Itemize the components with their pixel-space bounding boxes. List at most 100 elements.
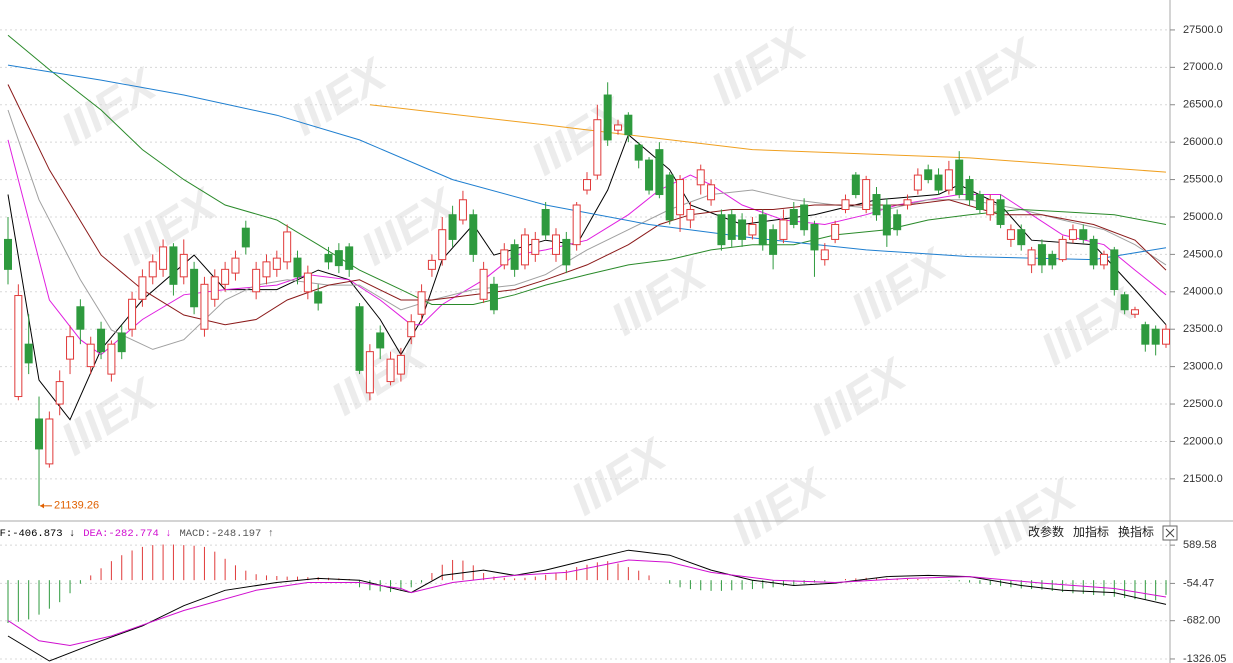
watermark: IIIEX bbox=[522, 87, 636, 185]
candle-body bbox=[283, 231, 292, 263]
candle-body bbox=[210, 276, 219, 300]
line-series bbox=[7, 559, 1167, 647]
candle-body bbox=[241, 227, 250, 248]
candle-body bbox=[614, 124, 623, 131]
candle-body bbox=[655, 149, 664, 196]
candle-body bbox=[924, 169, 933, 181]
candle-body bbox=[831, 223, 840, 240]
indicator-button[interactable]: 改参数 bbox=[1028, 524, 1064, 539]
candle-body bbox=[148, 261, 157, 278]
candle-body bbox=[758, 214, 767, 246]
candle-body bbox=[24, 343, 33, 364]
candle-body bbox=[748, 223, 757, 236]
candle-body bbox=[35, 418, 44, 450]
candle-body bbox=[97, 328, 106, 353]
candle-body bbox=[1130, 309, 1139, 315]
y-tick-label: 27000.0 bbox=[1183, 61, 1223, 73]
candle-body bbox=[252, 268, 261, 293]
y-tick-label: 22500.0 bbox=[1183, 398, 1223, 410]
y-tick-label: 26500.0 bbox=[1183, 99, 1223, 111]
candle-body bbox=[14, 295, 23, 398]
candle-body bbox=[696, 169, 705, 186]
candle-body bbox=[334, 250, 343, 267]
candle-body bbox=[1058, 238, 1067, 261]
candle-body bbox=[583, 179, 591, 191]
candle-body bbox=[272, 257, 281, 270]
candle-body bbox=[686, 208, 695, 221]
candle-body bbox=[707, 184, 716, 201]
y-tick-label: 24500.0 bbox=[1183, 248, 1223, 260]
candle-body bbox=[86, 343, 95, 368]
candle-body bbox=[800, 204, 809, 231]
candle-body bbox=[789, 208, 798, 225]
annotation-label: 21139.26 bbox=[54, 500, 99, 512]
candle-body bbox=[221, 268, 230, 285]
candle-body bbox=[603, 94, 612, 141]
y-tick-label: 24000.0 bbox=[1183, 286, 1223, 298]
watermark: IIIEX bbox=[702, 17, 816, 115]
watermark: IIIEX bbox=[1032, 277, 1146, 375]
candle-body bbox=[1162, 328, 1170, 345]
candle-body bbox=[231, 257, 240, 274]
candle-body bbox=[386, 358, 395, 383]
candle-body bbox=[820, 249, 829, 261]
y-tick-label: 26000.0 bbox=[1183, 136, 1223, 148]
candle-body bbox=[469, 214, 478, 255]
candle-body bbox=[541, 208, 550, 236]
candle-body bbox=[975, 194, 984, 210]
candle-body bbox=[944, 169, 953, 191]
candle-body bbox=[634, 144, 643, 161]
candle-body bbox=[841, 199, 850, 210]
candle-body bbox=[676, 179, 685, 216]
watermark: IIIEX bbox=[602, 247, 716, 345]
candle-body bbox=[727, 214, 736, 240]
candle-body bbox=[893, 214, 902, 231]
candle-body bbox=[779, 219, 788, 240]
candle-body bbox=[851, 174, 860, 196]
candle-body bbox=[159, 246, 168, 270]
candle-body bbox=[1048, 253, 1057, 266]
line-series bbox=[7, 549, 1167, 662]
watermark: IIIEX bbox=[802, 347, 916, 445]
candle-body bbox=[1017, 229, 1026, 246]
line-series bbox=[369, 104, 1167, 173]
candle-body bbox=[324, 253, 333, 263]
candle-body bbox=[1110, 249, 1119, 291]
candle-body bbox=[138, 276, 147, 300]
candle-body bbox=[986, 199, 995, 216]
y-tick-label: -54.47 bbox=[1183, 577, 1214, 589]
candle-body bbox=[365, 351, 374, 394]
annotation-arrowhead bbox=[40, 503, 45, 509]
candle-body bbox=[551, 234, 560, 255]
candle-body bbox=[1099, 253, 1108, 266]
candle-body bbox=[1151, 328, 1160, 345]
indicator-button[interactable]: 换指标 bbox=[1118, 524, 1154, 539]
candle-body bbox=[45, 418, 54, 465]
close-icon[interactable] bbox=[1165, 528, 1175, 538]
watermark: IIIEX bbox=[112, 177, 226, 275]
candle-body bbox=[448, 214, 457, 240]
candle-body bbox=[1068, 229, 1077, 240]
candle-body bbox=[76, 306, 85, 330]
watermark: IIIEX bbox=[52, 367, 166, 465]
watermark: IIIEX bbox=[722, 457, 836, 555]
y-tick-label: 27500.0 bbox=[1183, 24, 1223, 36]
candle-body bbox=[520, 234, 529, 266]
indicator-button[interactable]: 加指标 bbox=[1073, 524, 1109, 539]
candle-body bbox=[407, 321, 416, 338]
candle-body bbox=[593, 119, 602, 176]
candle-body bbox=[179, 253, 188, 278]
candle-body bbox=[500, 249, 509, 266]
candle-body bbox=[1027, 249, 1036, 266]
y-tick-label: 25500.0 bbox=[1183, 173, 1223, 185]
candle-body bbox=[665, 174, 674, 221]
candle-body bbox=[645, 159, 654, 191]
candle-body bbox=[862, 179, 871, 210]
candle-body bbox=[934, 174, 943, 191]
y-tick-label: -1326.05 bbox=[1183, 653, 1226, 663]
candle-body bbox=[717, 214, 726, 246]
candle-body bbox=[738, 219, 747, 240]
candle-body bbox=[200, 283, 209, 330]
candle-body bbox=[624, 114, 633, 136]
candle-body bbox=[438, 229, 447, 261]
